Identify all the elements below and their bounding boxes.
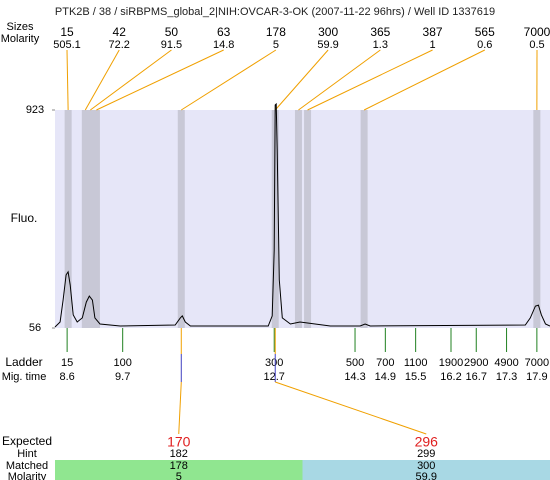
ladder-size: 4900 [494,357,518,369]
mig-time: 17.3 [496,371,517,383]
peak-band [81,110,89,328]
peak-connector [181,49,277,111]
ladder-size: 1900 [439,357,463,369]
mig-time: 16.2 [440,371,461,383]
expected-value: 170 [167,434,191,450]
row-label: Ladder [5,355,42,369]
peak-size: 7000 [524,25,550,39]
ladder-size: 15 [61,357,73,369]
peak-connector [298,49,381,111]
chart-title: PTK2B / 38 / siRBPMS_global_2|NIH:OVCAR-… [55,6,495,18]
peak-connector [274,49,329,111]
peak-size: 178 [266,25,286,39]
peak-molarity: 1 [429,39,435,51]
peak-molarity: 0.6 [477,39,492,51]
peak-band [64,110,72,328]
peak-molarity: 59.9 [317,39,338,51]
peak-band [271,110,279,328]
peak-size: 42 [113,25,127,39]
peak-connector [66,49,69,111]
expected-connector [275,381,427,435]
matched-bar [55,460,303,480]
peak-band [92,110,100,328]
mig-time: 8.6 [59,371,74,383]
peak-band [86,110,94,328]
ladder-size: 7000 [525,357,549,369]
mig-time: 17.9 [526,371,547,383]
hint-value: 299 [417,448,435,460]
peak-size: 565 [475,25,495,39]
matched-bar [302,460,550,480]
peak-connector [363,49,486,111]
expected-connector [178,381,182,435]
mig-time: 14.3 [344,371,365,383]
ladder-size: 100 [114,357,132,369]
matched-value: 178 [170,460,188,472]
peak-molarity: 5 [273,39,279,51]
matched-value: 300 [417,460,435,472]
peak-size: 63 [217,25,231,39]
peak-band [294,110,302,328]
row-label: Mig. time [2,371,47,383]
peak-molarity: 14.8 [213,39,234,51]
mig-time: 15.5 [405,371,426,383]
peak-molarity: 505.1 [53,39,81,51]
mig-time: 14.9 [375,371,396,383]
peak-band [533,110,541,328]
peak-molarity: 0.5 [529,39,544,51]
row-label: Expected [2,434,52,448]
peak-connector [90,49,172,111]
peak-connector [307,49,433,111]
peak-molarity: 1.3 [373,39,388,51]
peak-band [360,110,368,328]
y-axis-label: Fluo. [11,211,38,225]
peak-size: 50 [165,25,179,39]
peak-size: 15 [60,25,74,39]
peak-band [177,110,185,328]
ladder-size: 300 [265,357,283,369]
peak-connector [96,49,224,111]
ladder-size: 2900 [464,357,488,369]
expected-value: 296 [415,434,439,450]
ladder-size: 700 [376,357,394,369]
peak-size: 365 [370,25,390,39]
hint-value: 182 [170,448,188,460]
mig-time: 9.7 [115,371,130,383]
ladder-size: 500 [346,357,364,369]
peak-size: 300 [318,25,338,39]
peak-molarity: 72.2 [109,39,130,51]
mig-time: 16.7 [466,371,487,383]
row-label: Matched [6,460,48,472]
plot-area [55,110,550,328]
peak-molarity: 91.5 [161,39,182,51]
trace [54,102,550,328]
molarity-value: 59.9 [416,471,437,480]
y-tick-label: 923 [26,104,44,116]
molarity-value: 5 [176,471,182,480]
peak-size: 387 [423,25,443,39]
row-label: Molarity [1,33,40,45]
peak-connector [84,49,120,111]
y-tick-label: 56 [29,322,41,334]
row-label: Hint [17,448,37,460]
row-label: Sizes [7,21,34,33]
ladder-size: 1100 [404,357,428,369]
peak-band [304,110,312,328]
row-label: Molarity [8,471,47,480]
mig-time: 12.7 [264,371,285,383]
